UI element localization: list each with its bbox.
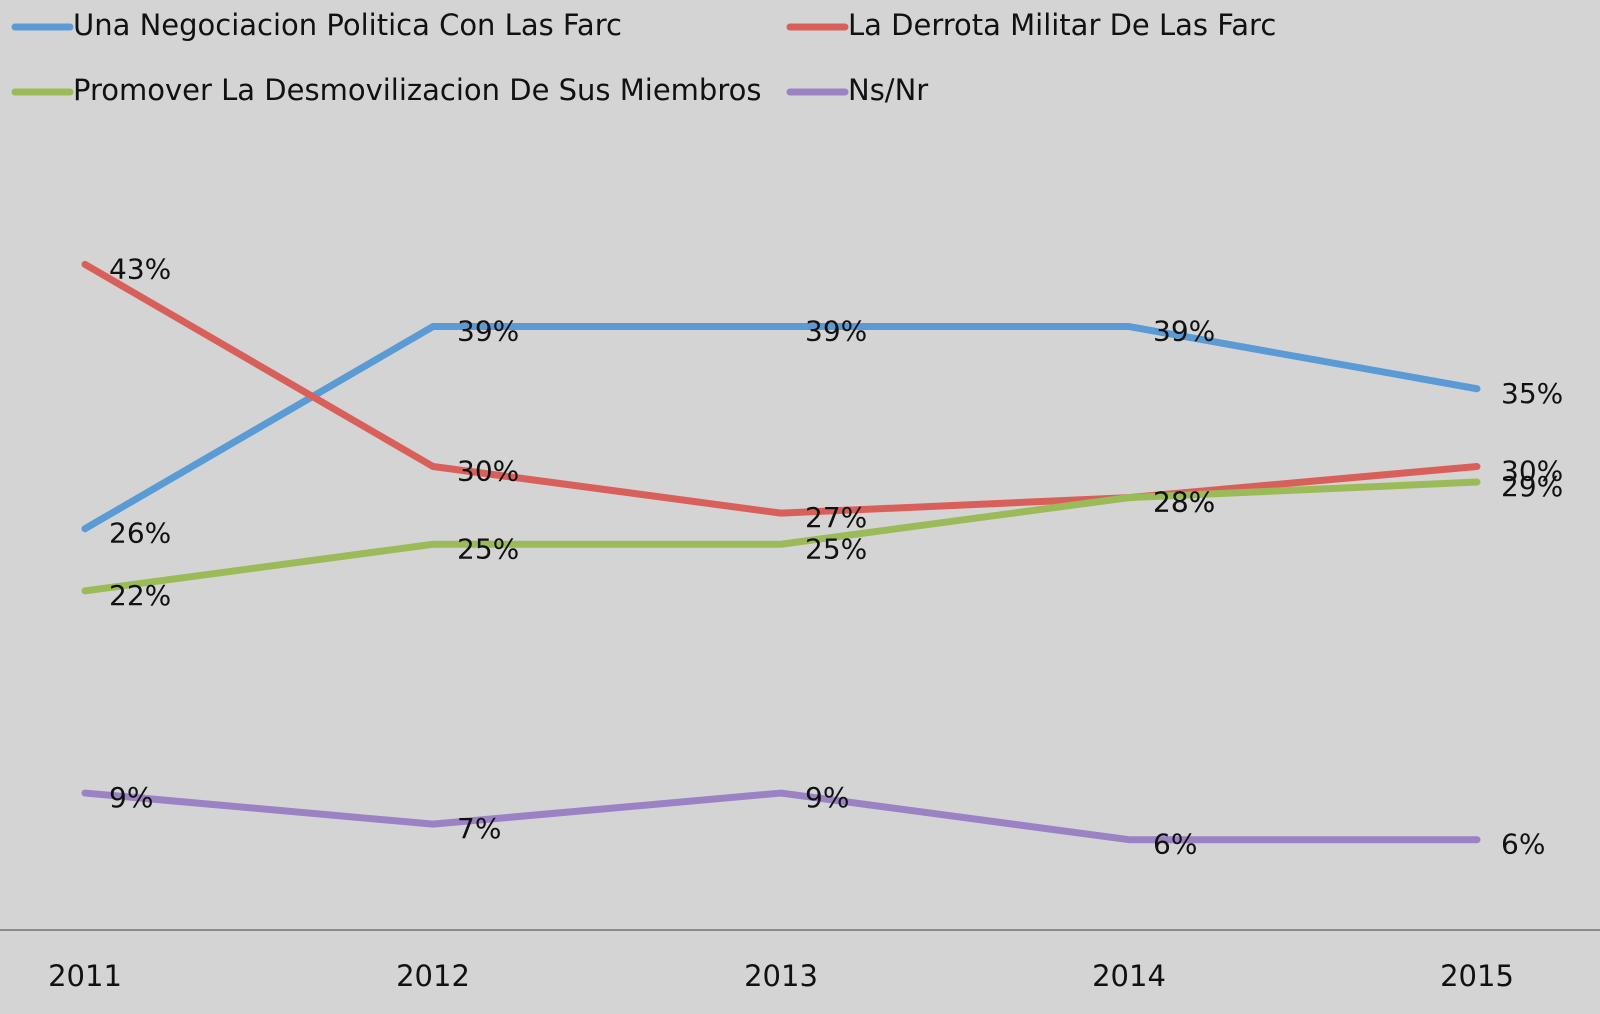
value-label: 35% (1501, 377, 1563, 410)
value-label: 29% (1501, 470, 1563, 503)
value-label: 25% (805, 532, 867, 565)
value-label: 9% (109, 781, 153, 814)
value-label: 43% (109, 252, 171, 285)
legend-label: Una Negociacion Politica Con Las Farc (73, 8, 622, 42)
value-label: 28% (1153, 486, 1215, 519)
value-label: 39% (457, 315, 519, 348)
x-tick-label: 2011 (48, 959, 122, 993)
x-tick-label: 2014 (1092, 959, 1166, 993)
value-label: 30% (1501, 455, 1563, 488)
series-line (81, 789, 1481, 844)
series-line (81, 260, 1481, 517)
x-tick-label: 2013 (744, 959, 818, 993)
series-line (81, 478, 1481, 595)
value-label: 25% (457, 532, 519, 565)
x-tick-label: 2015 (1440, 959, 1514, 993)
value-label: 7% (457, 812, 501, 845)
value-label: 27% (805, 501, 867, 534)
value-label: 30% (457, 455, 519, 488)
legend-label: Promover La Desmovilizacion De Sus Miemb… (73, 73, 761, 107)
value-label: 22% (109, 579, 171, 612)
legend-label: La Derrota Militar De Las Farc (848, 8, 1276, 42)
series-line (81, 323, 1481, 533)
x-tick-label: 2012 (396, 959, 470, 993)
legend-label: Ns/Nr (848, 73, 928, 107)
value-label: 9% (805, 781, 849, 814)
value-label: 6% (1501, 828, 1545, 861)
value-label: 6% (1153, 828, 1197, 861)
value-label: 39% (805, 315, 867, 348)
value-label: 26% (109, 517, 171, 550)
value-label: 39% (1153, 315, 1215, 348)
